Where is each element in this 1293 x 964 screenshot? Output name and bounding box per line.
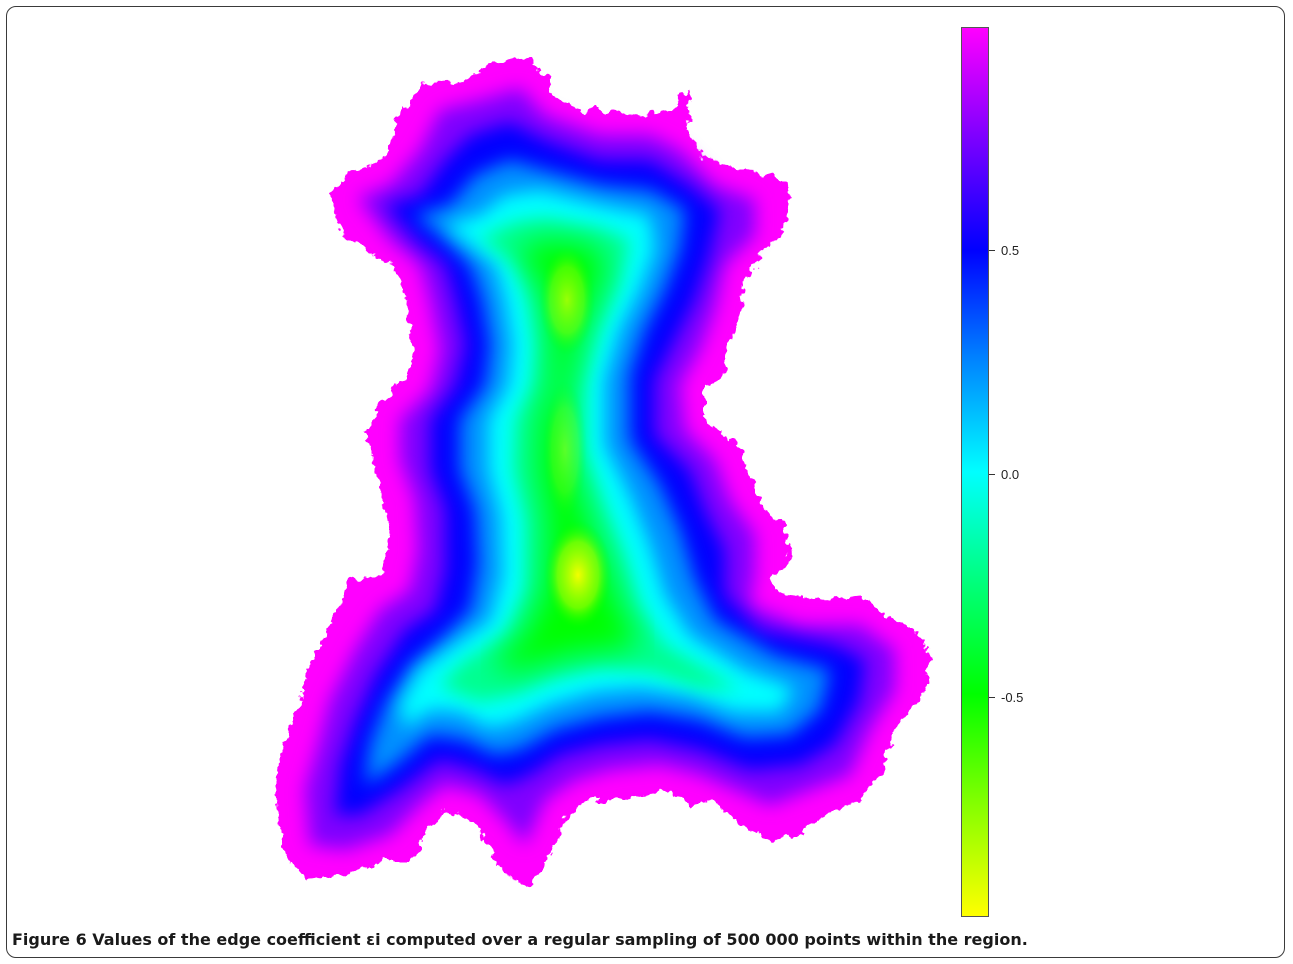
figure-caption-text: Values of the edge coefficient εi comput… — [92, 930, 1028, 949]
region-core-mid — [543, 380, 587, 520]
colorbar — [961, 27, 989, 917]
colorbar-tick-label: -0.5 — [1001, 690, 1024, 705]
colorbar-tick-label: 0.5 — [1001, 243, 1020, 258]
colorbar-tick-0 — [989, 250, 995, 251]
region-core-max — [544, 520, 612, 630]
region-band-cyan — [400, 190, 795, 728]
colorbar-tick-1 — [989, 474, 995, 475]
colorbar-tick-2 — [989, 697, 995, 698]
figure-caption: Figure 6 Values of the edge coefficient … — [12, 930, 1028, 949]
figure-label: Figure 6 — [12, 930, 87, 949]
colorbar-tick-label: 0.0 — [1001, 467, 1020, 482]
region-core-upper — [539, 245, 595, 355]
